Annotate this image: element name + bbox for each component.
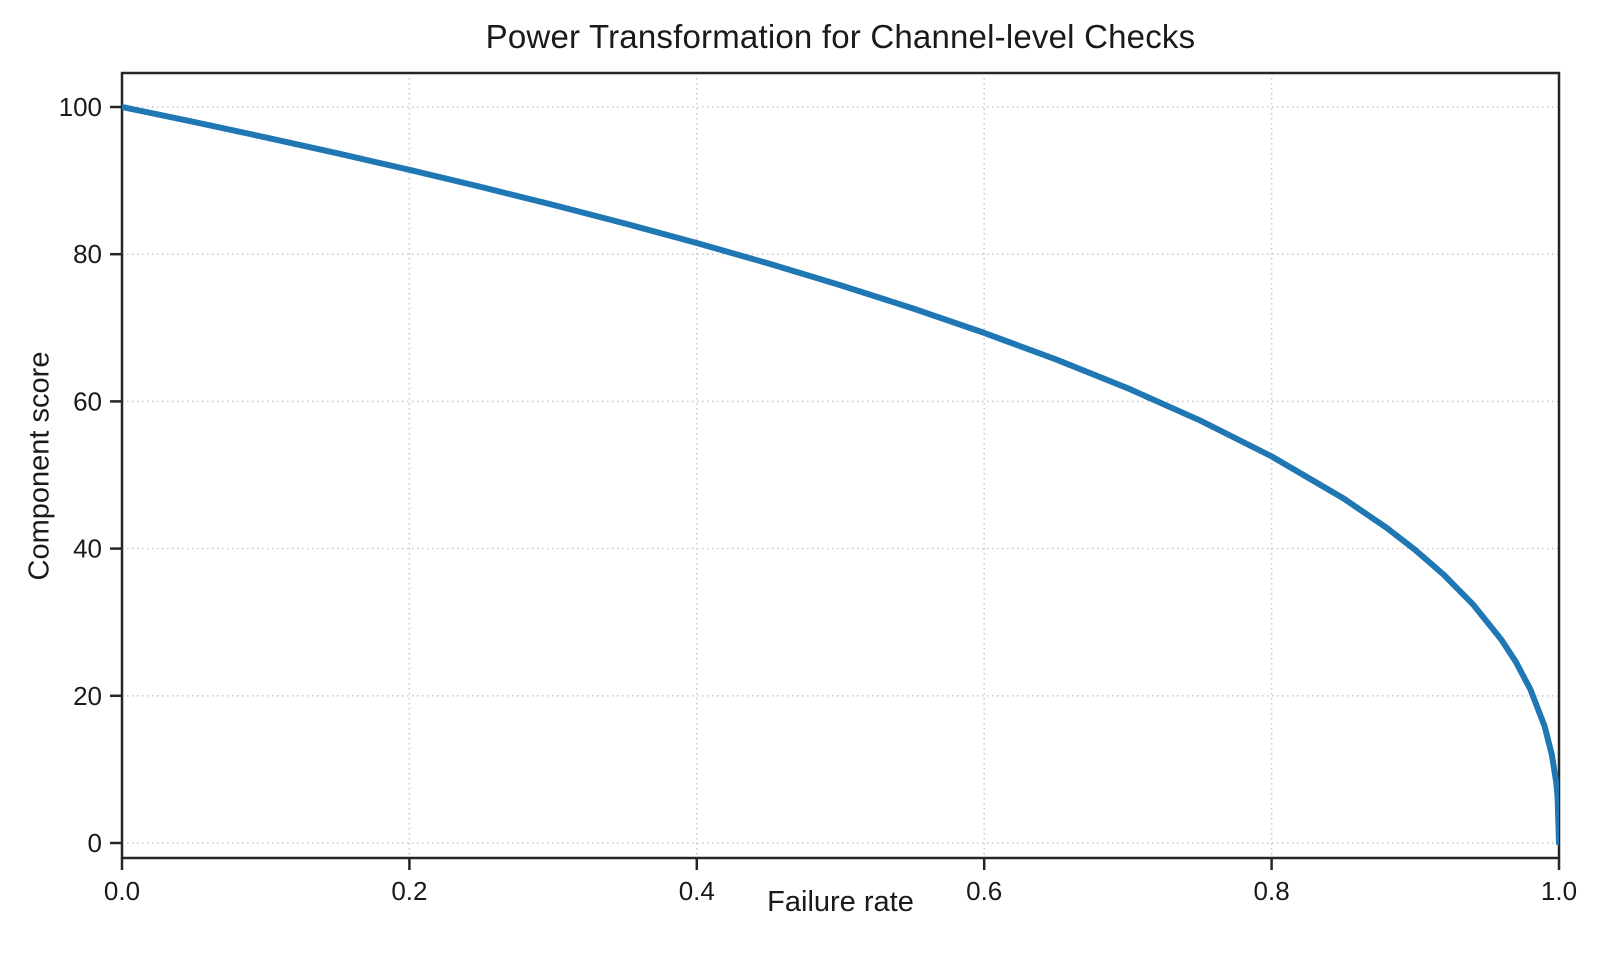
y-axis-label: Component score <box>23 351 56 581</box>
x-axis-label: Failure rate <box>767 886 914 918</box>
y-tick-label-0: 0 <box>88 828 102 858</box>
x-tick-label-0.2: 0.2 <box>391 876 427 906</box>
x-tick-label-0.0: 0.0 <box>104 876 140 906</box>
y-tick-label-60: 60 <box>73 386 102 416</box>
y-tick-label-40: 40 <box>73 534 102 564</box>
x-tick-label-1.0: 1.0 <box>1541 876 1577 906</box>
x-tick-label-0.8: 0.8 <box>1254 876 1290 906</box>
y-tick-label-80: 80 <box>73 239 102 269</box>
x-tick-label-0.6: 0.6 <box>966 876 1002 906</box>
chart-title: Power Transformation for Channel-level C… <box>485 18 1196 55</box>
x-tick-label-0.4: 0.4 <box>679 876 715 906</box>
component-score-curve <box>122 104 1559 846</box>
axes-spines <box>120 71 1561 860</box>
y-tick-label-100: 100 <box>59 92 102 122</box>
y-tick-label-20: 20 <box>73 681 102 711</box>
